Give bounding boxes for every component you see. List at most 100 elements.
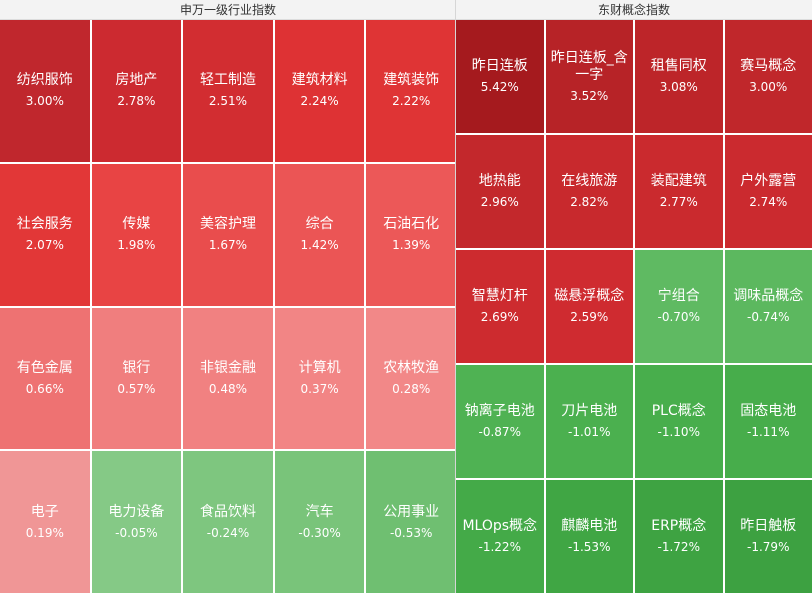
tile-change: 0.37%: [300, 381, 339, 396]
heatmap-tile[interactable]: 固态电池 -1.11%: [724, 365, 812, 478]
tile-name: 公用事业: [383, 503, 440, 520]
tile-name: 房地产: [115, 72, 158, 89]
heatmap-tile[interactable]: 地热能 2.96%: [456, 135, 544, 248]
tile-name: 美容护理: [199, 216, 256, 233]
heatmap-tile[interactable]: 公用事业 -0.53%: [366, 451, 456, 593]
heatmap-tile[interactable]: 调味品概念 -0.74%: [724, 250, 812, 363]
heatmap-tile[interactable]: 建筑材料 2.24%: [274, 20, 365, 162]
em-concept-heatmap-panel: 东财概念指数 昨日连板 5.42% 昨日连板_含一字 3.52% 租售同权 3.08% 赛马…: [456, 0, 812, 593]
tile-change: 2.22%: [392, 94, 431, 109]
tile-change: 2.24%: [300, 94, 339, 109]
heatmap-tile[interactable]: 钠离子电池 -0.87%: [456, 365, 544, 478]
tile-name: 昨日连板: [471, 58, 528, 74]
heatmap-tile[interactable]: 计算机 0.37%: [274, 307, 365, 450]
heatmap-tile[interactable]: 纺织服饰 3.00%: [0, 20, 90, 162]
heatmap-tile[interactable]: 汽车 -0.30%: [274, 451, 365, 593]
tile-change: -0.05%: [115, 525, 158, 540]
panel-title: 东财概念指数: [456, 0, 812, 20]
tile-name: ERP概念: [651, 518, 707, 534]
heatmap-tile[interactable]: 租售同权 3.08%: [635, 20, 723, 133]
tile-change: -0.74%: [747, 310, 790, 324]
tile-name: 装配建筑: [650, 173, 707, 189]
tile-change: -1.01%: [568, 425, 611, 439]
tile-change: 0.28%: [392, 381, 431, 396]
tile-change: 2.59%: [570, 310, 609, 324]
tile-change: 2.78%: [117, 94, 156, 109]
heatmap-tile[interactable]: 传媒 1.98%: [91, 163, 182, 306]
heatmap-tile[interactable]: 昨日连板 5.42%: [456, 20, 544, 133]
heatmap-tile[interactable]: 社会服务 2.07%: [0, 163, 90, 306]
heatmap-tile[interactable]: 麒麟电池 -1.53%: [545, 480, 633, 593]
heatmap-tile[interactable]: 刀片电池 -1.01%: [545, 365, 633, 478]
tile-name: 刀片电池: [561, 403, 618, 419]
tile-change: 0.57%: [117, 381, 156, 396]
tile-change: -1.11%: [747, 425, 790, 439]
tile-change: -1.53%: [568, 540, 611, 554]
tile-name: 昨日连板_含一字: [550, 49, 628, 83]
tile-change: 5.42%: [480, 80, 519, 94]
panel-title: 申万一级行业指数: [0, 0, 456, 20]
heatmap-tile[interactable]: 电力设备 -0.05%: [91, 451, 182, 593]
tile-change: 2.07%: [25, 238, 64, 253]
heatmap-tile[interactable]: 宁组合 -0.70%: [635, 250, 723, 363]
tile-name: 麒麟电池: [561, 518, 618, 534]
heatmap-tile[interactable]: 在线旅游 2.82%: [545, 135, 633, 248]
heatmap-tile[interactable]: 石油石化 1.39%: [366, 163, 456, 306]
heatmap-tile[interactable]: 美容护理 1.67%: [183, 163, 273, 306]
tile-change: 1.39%: [392, 238, 431, 253]
heatmap-tile[interactable]: ERP概念 -1.72%: [635, 480, 723, 593]
heatmap-tile[interactable]: MLOps概念 -1.22%: [456, 480, 544, 593]
tile-change: -0.87%: [478, 425, 521, 439]
tile-name: 石油石化: [383, 216, 440, 233]
tile-change: 3.00%: [749, 80, 788, 94]
tile-name: 食品饮料: [199, 503, 256, 520]
tile-change: 2.77%: [659, 195, 698, 209]
heatmap-tile[interactable]: 非银金融 0.48%: [183, 307, 273, 450]
tile-name: 户外露营: [740, 173, 797, 189]
heatmap-tile[interactable]: 智慧灯杆 2.69%: [456, 250, 544, 363]
tile-name: 传媒: [122, 216, 151, 233]
heatmap-tile[interactable]: 综合 1.42%: [274, 163, 365, 306]
tile-name: 智慧灯杆: [471, 288, 528, 304]
tile-change: 0.19%: [25, 525, 64, 540]
tile-change: 1.67%: [208, 238, 248, 253]
heatmap-tile[interactable]: 磁悬浮概念 2.59%: [545, 250, 633, 363]
heatmap-tile[interactable]: 房地产 2.78%: [91, 20, 182, 162]
heatmap-tile[interactable]: 户外露营 2.74%: [724, 135, 812, 248]
tile-name: 农林牧渔: [383, 359, 440, 376]
tile-name: 汽车: [305, 503, 334, 520]
tile-name: 纺织服饰: [16, 72, 73, 89]
heatmap-tile[interactable]: 建筑装饰 2.22%: [366, 20, 456, 162]
heatmap-grid: 昨日连板 5.42% 昨日连板_含一字 3.52% 租售同权 3.08% 赛马概念 3.00%…: [456, 20, 812, 593]
tile-change: -1.72%: [657, 540, 700, 554]
tile-name: PLC概念: [651, 403, 706, 419]
tile-name: 有色金属: [16, 359, 73, 376]
heatmap-tile[interactable]: 昨日连板_含一字 3.52%: [545, 20, 633, 133]
heatmap-tile[interactable]: 食品饮料 -0.24%: [183, 451, 273, 593]
tile-change: -0.70%: [657, 310, 700, 324]
heatmap-tile[interactable]: 银行 0.57%: [91, 307, 182, 450]
tile-name: 轻工制造: [199, 72, 256, 89]
heatmap-tile[interactable]: 电子 0.19%: [0, 451, 90, 593]
heatmap-tile[interactable]: 农林牧渔 0.28%: [366, 307, 456, 450]
tile-name: 租售同权: [650, 58, 707, 74]
tile-change: 2.96%: [480, 195, 519, 209]
tile-change: -1.10%: [657, 425, 700, 439]
heatmap-tile[interactable]: 轻工制造 2.51%: [183, 20, 273, 162]
tile-name: 综合: [305, 216, 334, 233]
tile-name: 钠离子电池: [464, 403, 535, 419]
heatmap-tile[interactable]: 昨日触板 -1.79%: [724, 480, 812, 593]
tile-name: 非银金融: [199, 359, 256, 376]
heatmap-tile[interactable]: 装配建筑 2.77%: [635, 135, 723, 248]
heatmap-tile[interactable]: PLC概念 -1.10%: [635, 365, 723, 478]
tile-change: 2.51%: [208, 94, 248, 109]
heatmap-tile[interactable]: 有色金属 0.66%: [0, 307, 90, 450]
tile-name: 建筑装饰: [383, 72, 440, 89]
tile-name: 地热能: [478, 173, 521, 189]
tile-change: 1.42%: [300, 238, 339, 253]
tile-name: 银行: [122, 359, 151, 376]
tile-name: 电力设备: [108, 503, 165, 520]
heatmap-tile[interactable]: 赛马概念 3.00%: [724, 20, 812, 133]
tile-name: 磁悬浮概念: [554, 288, 625, 304]
tile-name: 电子: [30, 503, 59, 520]
